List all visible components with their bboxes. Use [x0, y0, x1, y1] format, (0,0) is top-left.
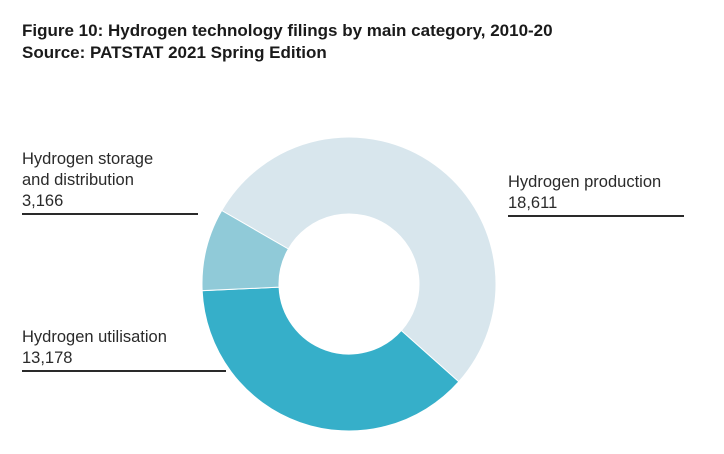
label-hydrogen-utilisation-line1: Hydrogen utilisation	[22, 328, 167, 346]
label-hydrogen-utilisation-value: 13,178	[22, 349, 73, 367]
donut-slice-hydrogen-utilisation	[201, 286, 460, 432]
chart-title-block: Figure 10: Hydrogen technology filings b…	[22, 20, 553, 64]
label-hydrogen-production-value: 18,611	[508, 194, 558, 212]
label-hydrogen-storage-rule	[22, 213, 198, 215]
label-hydrogen-storage: Hydrogen storage and distribution 3,166	[22, 149, 198, 215]
label-hydrogen-storage-line1: Hydrogen storage	[22, 150, 154, 168]
label-hydrogen-production-rule	[508, 215, 684, 217]
label-hydrogen-storage-value: 3,166	[22, 192, 64, 210]
donut-slice-hydrogen-production	[221, 136, 497, 383]
chart-source: Source: PATSTAT 2021 Spring Edition	[22, 43, 327, 62]
label-hydrogen-storage-line2: and distribution	[22, 171, 134, 189]
label-hydrogen-utilisation: Hydrogen utilisation 13,178	[22, 327, 226, 372]
chart-title: Figure 10: Hydrogen technology filings b…	[22, 21, 553, 40]
label-hydrogen-production-line1: Hydrogen production	[508, 173, 662, 191]
label-hydrogen-production: Hydrogen production 18,611	[508, 172, 684, 217]
label-hydrogen-utilisation-rule	[22, 370, 226, 372]
donut-slice-hydrogen-storage-and-distribution	[201, 209, 290, 292]
